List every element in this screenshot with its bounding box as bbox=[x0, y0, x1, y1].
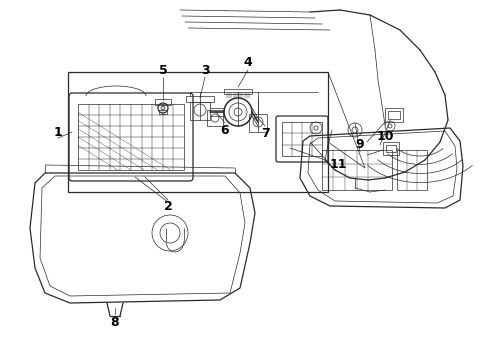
Bar bbox=[383, 142, 399, 155]
Text: 5: 5 bbox=[159, 63, 168, 77]
Bar bbox=[322, 150, 392, 190]
Bar bbox=[68, 72, 328, 192]
Text: 7: 7 bbox=[261, 126, 270, 140]
Bar bbox=[186, 96, 214, 102]
Text: 4: 4 bbox=[244, 55, 252, 68]
Bar bbox=[385, 108, 403, 122]
Bar bbox=[397, 150, 427, 190]
Bar bbox=[78, 104, 184, 170]
Bar bbox=[388, 111, 400, 119]
Text: 6: 6 bbox=[220, 123, 229, 136]
Bar bbox=[190, 102, 210, 120]
Bar bbox=[155, 99, 171, 105]
Bar bbox=[282, 122, 322, 156]
Bar bbox=[207, 110, 223, 126]
Text: 1: 1 bbox=[53, 126, 62, 139]
Bar bbox=[249, 114, 267, 132]
Text: 3: 3 bbox=[201, 63, 209, 77]
Bar bbox=[386, 145, 396, 152]
Text: 11: 11 bbox=[329, 158, 347, 171]
Text: 2: 2 bbox=[164, 199, 172, 212]
Text: 9: 9 bbox=[356, 138, 364, 150]
Text: 8: 8 bbox=[111, 315, 119, 328]
Bar bbox=[224, 89, 252, 94]
Text: 10: 10 bbox=[376, 130, 394, 143]
Bar bbox=[159, 110, 167, 114]
